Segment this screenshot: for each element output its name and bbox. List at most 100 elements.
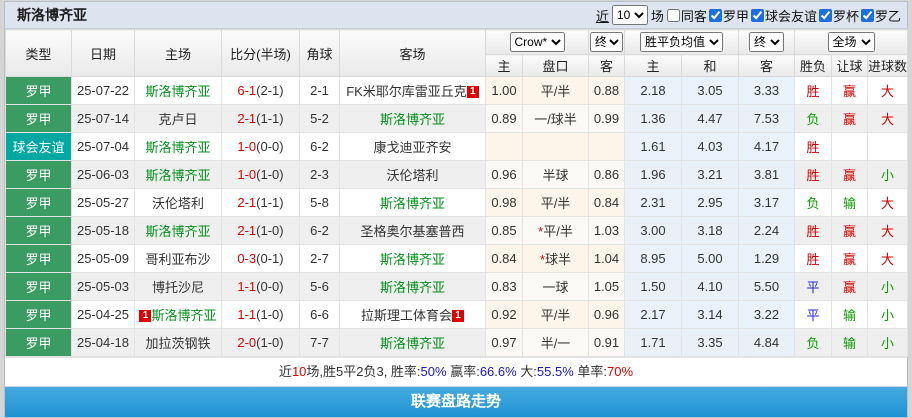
result-handicap-cell: 赢 bbox=[831, 160, 868, 189]
filter-label: 同客 bbox=[680, 8, 707, 24]
recent-label-prefix[interactable]: 近 bbox=[595, 8, 609, 24]
red-card-badge: 1 bbox=[452, 310, 464, 322]
team-name[interactable]: 斯洛博齐亚 bbox=[379, 196, 445, 211]
odds-draw: 3.18 bbox=[681, 216, 739, 245]
result-goals-cell: 小 bbox=[867, 272, 908, 301]
halftime-score: (0-0) bbox=[256, 139, 284, 154]
result-handicap-cell: 输 bbox=[831, 300, 868, 329]
home-team-cell: 斯洛博齐亚 bbox=[134, 76, 222, 105]
col-header-home: 主场 bbox=[134, 29, 222, 77]
recent-count-select[interactable]: 10 bbox=[611, 5, 648, 25]
filter-checkbox[interactable] bbox=[750, 8, 764, 22]
odds-source-select[interactable]: Crow* bbox=[509, 32, 565, 52]
odds-home: 2.18 bbox=[624, 76, 682, 105]
filter-checkbox[interactable] bbox=[860, 8, 874, 22]
handicap-line: 平/半 bbox=[522, 300, 589, 329]
team-name[interactable]: 加拉茨钢铁 bbox=[145, 336, 211, 351]
halftime-score: (1-0) bbox=[256, 167, 284, 182]
team-name[interactable]: 沃伦塔利 bbox=[386, 168, 439, 183]
handicap-line: *平/半 bbox=[522, 216, 589, 245]
team-name[interactable]: 拉斯理工体育会 bbox=[360, 308, 452, 323]
team-name[interactable]: 哥利亚布沙 bbox=[145, 252, 211, 267]
league-cell: 罗甲 bbox=[5, 160, 72, 189]
result-handicap-cell bbox=[831, 132, 868, 161]
team-name[interactable]: 博托沙尼 bbox=[151, 280, 204, 295]
filter-同客[interactable]: 同客 bbox=[666, 6, 707, 25]
filter-罗乙[interactable]: 罗乙 bbox=[860, 6, 901, 25]
odds-home: 1.71 bbox=[624, 328, 682, 357]
team-name[interactable]: 斯洛博齐亚 bbox=[379, 280, 445, 295]
team-name[interactable]: 斯洛博齐亚 bbox=[145, 140, 211, 155]
result-wdl-cell: 胜 bbox=[794, 132, 832, 161]
result-goals-cell: 小 bbox=[867, 300, 908, 329]
league-filter-checkboxes: 同客 罗甲 球会友谊 罗杯 罗乙 bbox=[666, 6, 901, 25]
filter-球会友谊[interactable]: 球会友谊 bbox=[750, 6, 817, 25]
team-name[interactable]: 斯洛博齐亚 bbox=[379, 112, 445, 127]
subcol-handicap: 盘口 bbox=[522, 54, 589, 77]
home-team-cell: 斯洛博齐亚 bbox=[134, 216, 222, 245]
stats-segment: 场,胜5平2负3, 胜率: bbox=[306, 364, 421, 379]
team-name[interactable]: 斯洛博齐亚 bbox=[379, 336, 445, 351]
handicap-home-odds bbox=[485, 132, 523, 161]
team-name[interactable]: 斯洛博齐亚 bbox=[151, 308, 217, 323]
score-cell: 2-1(1-1) bbox=[221, 188, 300, 217]
final-odds-select-2[interactable]: 终 bbox=[749, 32, 784, 52]
league-cell: 罗甲 bbox=[5, 216, 72, 245]
scope-select[interactable]: 全场 bbox=[827, 32, 875, 52]
team-name[interactable]: 斯洛博齐亚 bbox=[379, 252, 445, 267]
away-team-cell: 拉斯理工体育会 1 bbox=[339, 300, 486, 329]
filter-checkbox[interactable] bbox=[708, 8, 722, 22]
final-odds-header-2: 终 bbox=[738, 29, 795, 55]
avg-odds-select[interactable]: 胜平负均值 bbox=[640, 32, 723, 52]
league-cell: 罗甲 bbox=[5, 188, 72, 217]
subcol-1x2-draw: 和 bbox=[681, 54, 739, 77]
league-cell: 罗甲 bbox=[5, 328, 72, 357]
final-odds-select-1[interactable]: 终 bbox=[589, 32, 624, 52]
corners-cell: 5-2 bbox=[299, 104, 340, 133]
handicap-away-odds: 0.88 bbox=[588, 76, 625, 105]
stats-segment: 10 bbox=[291, 364, 307, 379]
table-row: 罗甲 25-06-03 斯洛博齐亚 1-0(1-0) 2-3 沃伦塔利 0.96 半球 0.86… bbox=[5, 160, 908, 189]
handicap-home-odds: 0.85 bbox=[485, 216, 523, 245]
score-cell: 2-1(1-1) bbox=[221, 104, 300, 133]
handicap-away-odds: 0.91 bbox=[588, 328, 625, 357]
result-handicap-cell: 输 bbox=[831, 328, 868, 357]
team-name[interactable]: 斯洛博齐亚 bbox=[145, 168, 211, 183]
table-row: 罗甲 25-05-03 博托沙尼 1-1(0-0) 5-6 斯洛博齐亚 0.83 一球 1.05… bbox=[5, 272, 908, 301]
away-team-cell: 斯洛博齐亚 bbox=[339, 244, 486, 273]
table-row: 罗甲 25-04-18 加拉茨钢铁 2-0(1-0) 7-7 斯洛博齐亚 0.97 半/一 0.… bbox=[5, 328, 908, 357]
result-handicap-cell: 赢 bbox=[831, 76, 868, 105]
team-name[interactable]: 斯洛博齐亚 bbox=[145, 224, 211, 239]
avg-odds-header: 胜平负均值 bbox=[624, 29, 739, 55]
odds-draw: 3.05 bbox=[681, 76, 739, 105]
result-handicap-cell: 赢 bbox=[831, 244, 868, 273]
filter-罗杯[interactable]: 罗杯 bbox=[818, 6, 859, 25]
corners-cell: 7-7 bbox=[299, 328, 340, 357]
corners-cell: 6-2 bbox=[299, 132, 340, 161]
final-odds-header-1: 终 bbox=[588, 29, 625, 55]
filter-label: 罗甲 bbox=[722, 8, 749, 24]
table-row: 罗甲 25-05-18 斯洛博齐亚 2-1(1-0) 6-2 圣格奥尔基塞普西 0.85 *平… bbox=[5, 216, 908, 245]
filter-checkbox[interactable] bbox=[666, 8, 680, 22]
league-trend-bar[interactable]: 联赛盘路走势 bbox=[5, 386, 907, 417]
team-name[interactable]: 沃伦塔利 bbox=[151, 196, 204, 211]
handicap-away-odds: 1.04 bbox=[588, 244, 625, 273]
team-name[interactable]: 圣格奥尔基塞普西 bbox=[360, 224, 465, 239]
handicap-line: 平/半 bbox=[522, 188, 589, 217]
corners-cell: 5-8 bbox=[299, 188, 340, 217]
team-name[interactable]: 康戈迪亚齐安 bbox=[373, 140, 452, 155]
team-name[interactable]: 斯洛博齐亚 bbox=[145, 84, 211, 99]
home-team-cell: 斯洛博齐亚 bbox=[134, 132, 222, 161]
filter-checkbox[interactable] bbox=[818, 8, 832, 22]
score-cell: 1-1(0-0) bbox=[221, 272, 300, 301]
odds-draw: 4.47 bbox=[681, 104, 739, 133]
col-header-score: 比分(半场) bbox=[221, 29, 300, 77]
home-team-cell: 哥利亚布沙 bbox=[134, 244, 222, 273]
matches-table: 类型 日期 主场 比分(半场) 角球 客场 Crow* 终 胜平负均值 终 bbox=[5, 29, 908, 357]
table-row: 罗甲 25-05-27 沃伦塔利 2-1(1-1) 5-8 斯洛博齐亚 0.98 平/半 0.8… bbox=[5, 188, 908, 217]
team-name[interactable]: FK米耶尔库雷亚丘克 bbox=[346, 84, 467, 99]
odds-home: 1.50 bbox=[624, 272, 682, 301]
filter-罗甲[interactable]: 罗甲 bbox=[708, 6, 749, 25]
handicap-line: 半/一 bbox=[522, 328, 589, 357]
team-name[interactable]: 克卢日 bbox=[158, 112, 198, 127]
